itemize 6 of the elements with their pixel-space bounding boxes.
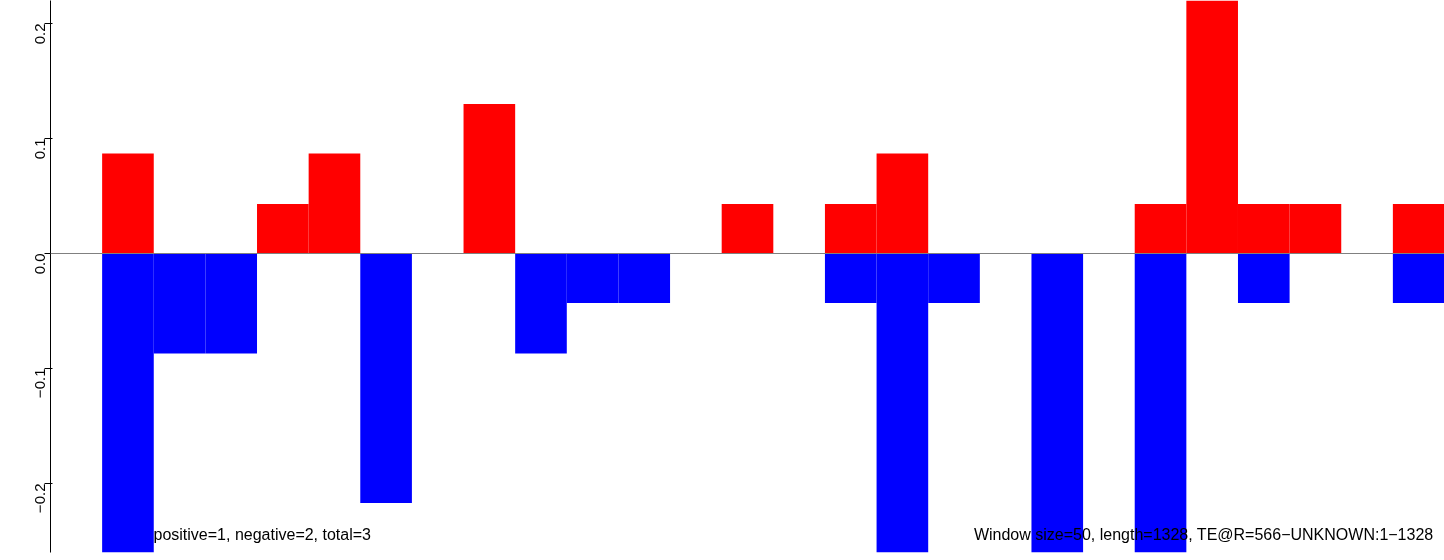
annotation: positive=1, negative=2, total=3 — [153, 525, 372, 543]
y-tick-label: −0.2 — [30, 483, 48, 514]
y-tick-label: 0.0 — [30, 253, 48, 275]
y-tick-label: −0.1 — [30, 368, 48, 399]
y-tick-label: 0.2 — [30, 23, 48, 45]
y-tick-label: 0.1 — [30, 138, 48, 160]
